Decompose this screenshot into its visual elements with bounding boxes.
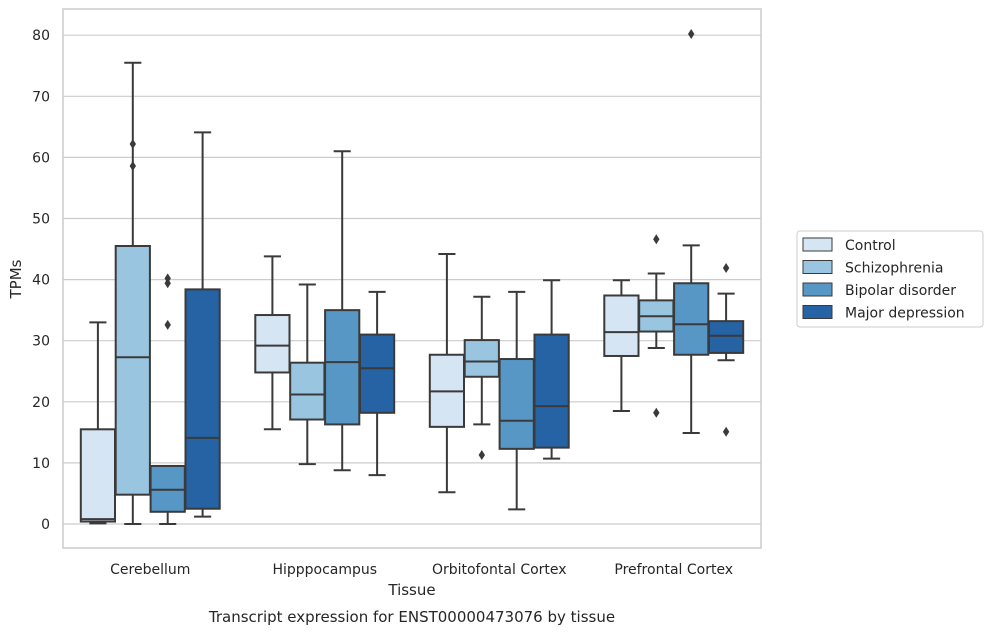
legend-swatch [802, 305, 833, 319]
legend-label: Schizophrenia [845, 261, 943, 277]
box [533, 333, 570, 449]
box-series [79, 28, 745, 525]
box [114, 244, 151, 496]
box [498, 358, 535, 450]
y-tick-label: 0 [41, 517, 50, 533]
legend-label: Major depression [845, 306, 965, 322]
legend-swatch [802, 260, 833, 274]
legend-label: Control [845, 238, 896, 254]
y-tick-label: 10 [32, 456, 50, 472]
x-axis-label: Tissue [387, 581, 435, 599]
x-tick-label: Cerebellum [110, 562, 190, 578]
box [79, 428, 117, 523]
gridlines [63, 34, 761, 525]
y-tick-label: 60 [32, 150, 50, 166]
x-tick-label: Hipppocampus [272, 562, 377, 578]
outlier-point [164, 273, 171, 284]
series-group [114, 61, 675, 525]
y-tick-label: 50 [32, 212, 50, 228]
outlier-point [653, 407, 660, 418]
box [673, 282, 710, 356]
legend-label: Bipolar disorder [845, 283, 956, 299]
box [289, 361, 326, 421]
outlier-point [653, 234, 660, 245]
y-tick-label: 70 [32, 89, 50, 105]
outlier-point [164, 319, 171, 330]
plot-area [62, 8, 762, 549]
outlier-point [478, 449, 485, 460]
y-tick-labels: 0 10 20 30 40 50 60 70 80 [32, 28, 50, 533]
series-group [184, 131, 745, 518]
legend-swatch [802, 237, 833, 252]
box [603, 294, 640, 357]
x-tick-label: Orbitofontal Cortex [432, 562, 567, 578]
legend-frame [796, 230, 984, 328]
y-axis-label: TPMs [7, 259, 25, 299]
x-tick-labels: Cerebellum Hipppocampus Orbitofontal Corte… [110, 562, 733, 578]
x-tick-label: Prefrontal Cortex [614, 562, 733, 578]
series-group [79, 252, 640, 525]
outlier-point [722, 262, 730, 273]
series-group [149, 28, 710, 525]
outlier-point [722, 426, 730, 437]
y-tick-label: 80 [32, 28, 50, 44]
y-tick-label: 40 [32, 273, 50, 289]
y-tick-label: 20 [32, 395, 50, 411]
outlier-point [129, 160, 136, 171]
outlier-point [688, 28, 695, 39]
box [324, 309, 361, 426]
box [184, 288, 221, 510]
box [463, 339, 500, 378]
y-tick-label: 30 [32, 334, 50, 350]
legend-swatch [802, 282, 833, 297]
outlier-point [129, 138, 136, 149]
legend: Control Schizophrenia Bipolar disorder Majo… [796, 230, 984, 328]
chart-caption: Transcript expression for ENST0000047307… [208, 608, 615, 626]
box [254, 314, 291, 374]
box [358, 333, 396, 414]
box [707, 320, 745, 354]
